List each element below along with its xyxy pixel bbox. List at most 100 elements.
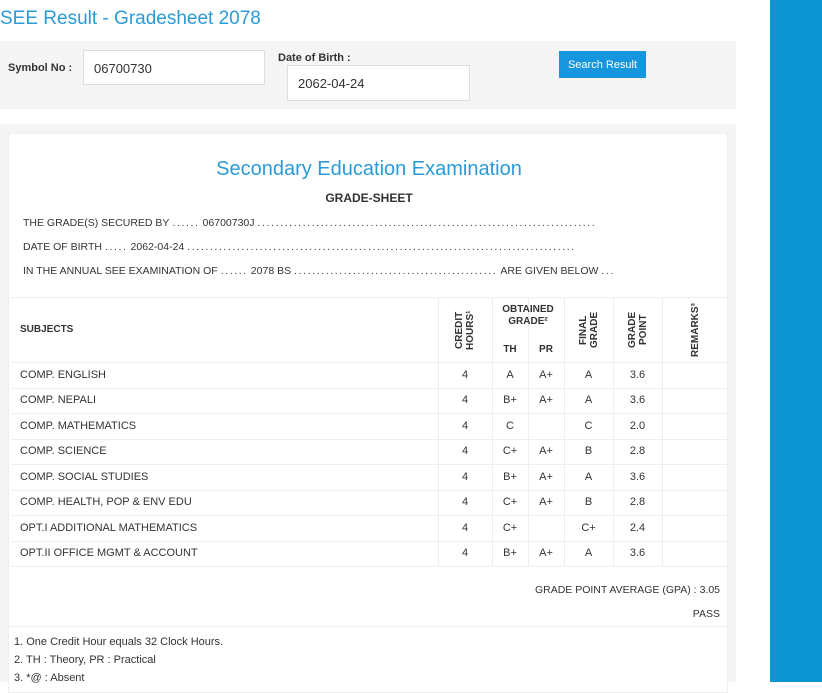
column-rule bbox=[528, 297, 529, 566]
column-rule bbox=[564, 297, 565, 566]
header-final-grade: FINAL GRADE bbox=[577, 311, 600, 348]
statement-text: ARE GIVEN BELOW bbox=[500, 265, 599, 277]
leader-dots: ..... bbox=[104, 241, 128, 253]
grade-cell: 2.4 bbox=[629, 521, 646, 534]
sheet-panel: Secondary Education Examination GRADE-SH… bbox=[0, 124, 736, 693]
grade-cell: A bbox=[506, 368, 514, 381]
grade-cell: A+ bbox=[539, 445, 553, 458]
grade-cell: A+ bbox=[539, 547, 553, 560]
subject-name: COMP. SCIENCE bbox=[20, 445, 107, 458]
subject-name: COMP. NEPALI bbox=[20, 394, 97, 407]
row-rule bbox=[12, 540, 728, 542]
grade-cell: C+ bbox=[502, 445, 518, 458]
grade-cell: C bbox=[584, 419, 593, 432]
grade-cell: B+ bbox=[503, 547, 517, 560]
grade-cell: 4 bbox=[461, 394, 469, 407]
grade-cell: C+ bbox=[502, 496, 518, 509]
table-rule bbox=[12, 297, 728, 298]
header-pr: PR bbox=[539, 343, 553, 355]
grade-cell: B+ bbox=[503, 394, 517, 407]
grade-cell: 4 bbox=[461, 470, 469, 483]
row-rule bbox=[12, 464, 728, 465]
grade-cell: A+ bbox=[539, 368, 553, 381]
grade-cell: C+ bbox=[502, 521, 518, 534]
statement-text: 2062-04-24 bbox=[130, 241, 185, 253]
statement-text: IN THE ANNUAL SEE EXAMINATION OF bbox=[23, 265, 218, 277]
subject-name: COMP. MATHEMATICS bbox=[20, 419, 137, 432]
grade-cell: 2.8 bbox=[629, 496, 646, 509]
leader-dots: ...... bbox=[172, 217, 200, 229]
sheet-heading: Secondary Education Examination bbox=[216, 158, 522, 180]
grade-cell: C bbox=[506, 419, 514, 432]
leader-dots: ........................................… bbox=[294, 265, 498, 277]
column-rule bbox=[662, 297, 663, 566]
grade-cell: 3.6 bbox=[629, 547, 646, 560]
grade-cell: 3.6 bbox=[629, 394, 646, 407]
grade-cell: 2.0 bbox=[629, 419, 646, 432]
sheet: Secondary Education Examination GRADE-SH… bbox=[8, 133, 729, 693]
grade-cell: 4 bbox=[461, 368, 469, 381]
grade-cell: B bbox=[584, 445, 593, 458]
gpa-line: GRADE POINT AVERAGE (GPA) :3.05 bbox=[535, 584, 720, 596]
grade-cell: A bbox=[584, 470, 593, 483]
grade-cell: A bbox=[584, 394, 593, 407]
header-obtained-grade: OBTAINED GRADE² bbox=[502, 304, 554, 327]
header-th: TH bbox=[503, 343, 517, 355]
row-rule bbox=[12, 362, 728, 363]
grade-cell: 4 bbox=[461, 547, 469, 560]
subject-name: COMP. SOCIAL STUDIES bbox=[20, 470, 149, 483]
sheet-subheading: GRADE-SHEET bbox=[325, 191, 413, 205]
header-grade-point: GRADE POINT bbox=[626, 311, 649, 348]
row-rule bbox=[12, 438, 728, 440]
header-cell: GRADE POINT bbox=[613, 297, 662, 362]
page-title: SEE Result - Gradesheet 2078 bbox=[0, 8, 261, 29]
grade-cell: 4 bbox=[461, 419, 469, 432]
header-cell: REMARKS³ bbox=[662, 297, 728, 362]
search-panel: Symbol No : 06700730 Date of Birth : 206… bbox=[0, 41, 736, 109]
statement-line: IN THE ANNUAL SEE EXAMINATION OF...... 20… bbox=[23, 265, 618, 277]
subject-name: COMP. ENGLISH bbox=[20, 368, 106, 381]
row-rule bbox=[12, 515, 728, 516]
row-rule bbox=[12, 413, 728, 414]
column-rule bbox=[613, 297, 614, 566]
statement-text: DATE OF BIRTH bbox=[23, 241, 102, 253]
leader-dots: ... bbox=[601, 265, 615, 277]
footnote: 3. *@ : Absent bbox=[14, 672, 85, 684]
symbol-input[interactable]: 06700730 bbox=[83, 50, 265, 85]
dob-label: Date of Birth : bbox=[278, 52, 351, 64]
grade-cell: A+ bbox=[539, 394, 553, 407]
header-cell: CREDIT HOURS¹ bbox=[438, 297, 492, 362]
grade-cell: A bbox=[584, 368, 593, 381]
subject-name: COMP. HEALTH, POP & ENV EDU bbox=[20, 496, 192, 509]
leader-dots: ........................................… bbox=[187, 241, 576, 253]
grade-cell: 4 bbox=[461, 521, 469, 534]
grade-cell: B+ bbox=[503, 470, 517, 483]
grade-cell bbox=[528, 515, 564, 541]
statement-line: DATE OF BIRTH..... 2062-04-24............… bbox=[23, 241, 579, 253]
symbol-label: Symbol No : bbox=[8, 62, 73, 74]
side-bar bbox=[770, 0, 822, 682]
header-credit-hours: CREDIT HOURS¹ bbox=[454, 309, 476, 350]
dob-input[interactable]: 2062-04-24 bbox=[287, 65, 470, 101]
statement-text: 2078 BS bbox=[250, 265, 292, 277]
grade-cell: 4 bbox=[461, 496, 469, 509]
column-rule bbox=[492, 297, 493, 566]
search-button[interactable]: Search Result bbox=[559, 51, 646, 78]
row-rule bbox=[12, 566, 728, 567]
leader-dots: ...... bbox=[220, 265, 248, 277]
footnote: 1. One Credit Hour equals 32 Clock Hours… bbox=[14, 636, 224, 648]
grade-cell: C+ bbox=[581, 521, 596, 534]
grade-cell bbox=[528, 413, 564, 439]
footnote: 2. TH : Theory, PR : Practical bbox=[14, 654, 156, 666]
grade-cell: 3.6 bbox=[629, 368, 646, 381]
gpa-value: 3.05 bbox=[699, 584, 720, 596]
grade-cell: A bbox=[584, 547, 593, 560]
header-cell: FINAL GRADE bbox=[564, 297, 613, 362]
statement-text: 06700730J bbox=[202, 217, 255, 229]
grade-cell: 4 bbox=[461, 445, 469, 458]
statement-line: THE GRADE(S) SECURED BY...... 06700730J..… bbox=[23, 217, 599, 229]
grade-cell: 3.6 bbox=[629, 470, 646, 483]
subject-name: OPT.II OFFICE MGMT & ACCOUNT bbox=[20, 547, 198, 560]
header-subjects: SUBJECTS bbox=[20, 324, 74, 335]
